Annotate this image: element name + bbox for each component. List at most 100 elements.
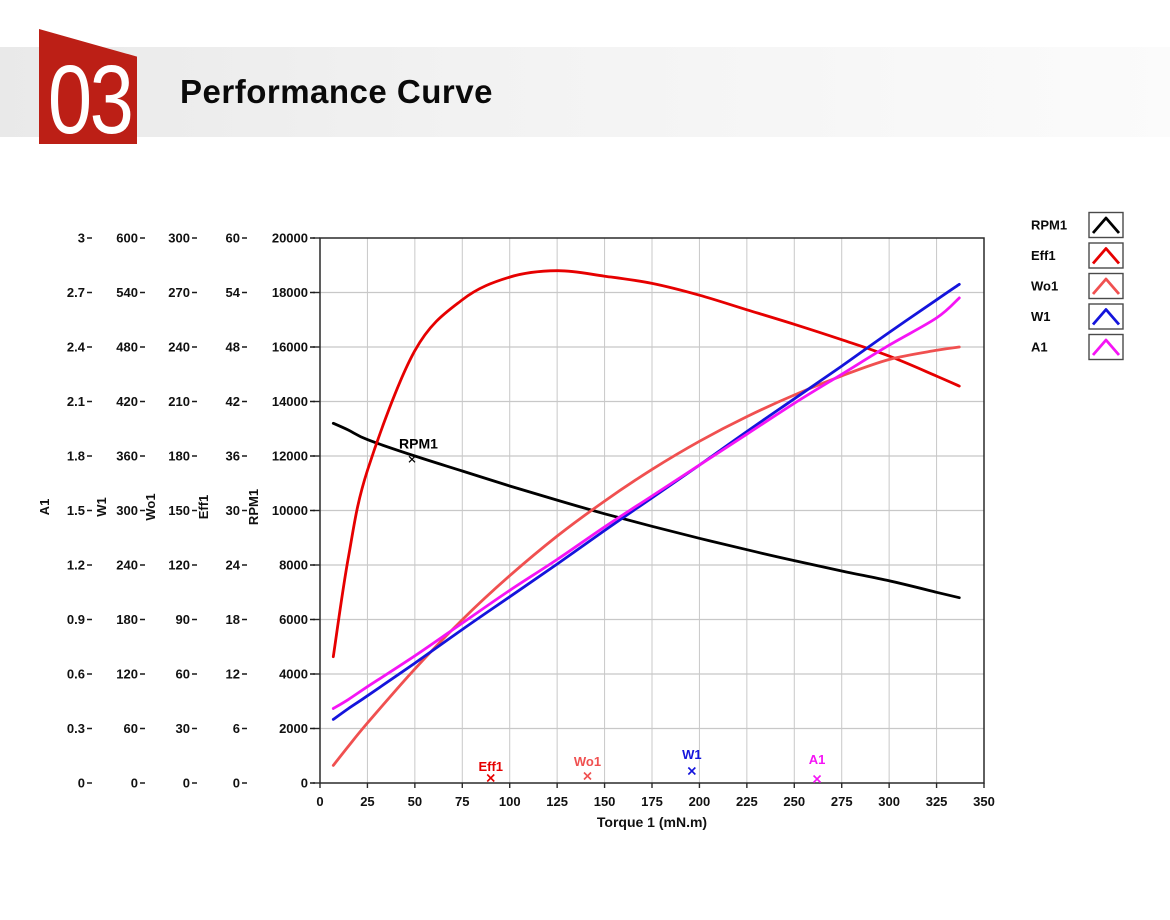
y-tick-label-Eff1: 36 (226, 449, 240, 464)
legend-row-A1[interactable]: A1 (1031, 333, 1124, 361)
y-axis-name-W1: W1 (94, 497, 109, 517)
y-tick-label-Eff1: 48 (226, 340, 240, 355)
y-axis-name-A1: A1 (37, 499, 52, 516)
header-band (0, 47, 1170, 137)
x-tick-label: 325 (926, 794, 948, 809)
cursor-Wo1[interactable]: Wo1 (574, 754, 601, 781)
y-tick-label-RPM1: 10000 (272, 503, 308, 518)
x-tick-label: 300 (878, 794, 900, 809)
y-tick-label-Eff1: 24 (226, 558, 241, 573)
y-tick-label-Eff1: 0 (233, 776, 240, 791)
cursor-marker-W1[interactable] (687, 766, 696, 776)
cursor-label-Eff1: Eff1 (478, 759, 503, 774)
y-tick-label-Eff1: 6 (233, 721, 240, 736)
y-tick-label-Wo1: 0 (183, 776, 190, 791)
y-tick-label-Wo1: 60 (176, 667, 190, 682)
y-tick-label-W1: 360 (116, 449, 138, 464)
cursor-marker-A1[interactable] (812, 774, 822, 784)
y-tick-label-Wo1: 120 (168, 558, 190, 573)
y-tick-label-RPM1: 4000 (279, 667, 308, 682)
cursor-marker-Wo1[interactable] (583, 771, 592, 781)
curve-annotation-marker-RPM1[interactable] (408, 455, 416, 463)
y-tick-label-RPM1: 16000 (272, 340, 308, 355)
y-tick-label-W1: 180 (116, 612, 138, 627)
legend-swatch-line-Wo1 (1091, 277, 1121, 295)
section-number: 03 (47, 45, 134, 154)
legend-swatch-line-RPM1 (1091, 216, 1121, 234)
cursor-marker-Eff1[interactable] (486, 773, 495, 783)
legend-swatch-line-Eff1 (1091, 247, 1121, 265)
y-axis-name-RPM1: RPM1 (246, 489, 261, 525)
cursor-Eff1[interactable]: Eff1 (478, 759, 503, 783)
y-tick-label-W1: 120 (116, 667, 138, 682)
y-tick-label-Eff1: 12 (226, 667, 240, 682)
x-tick-label: 125 (546, 794, 568, 809)
x-tick-label: 100 (499, 794, 521, 809)
legend-label-RPM1: RPM1 (1031, 218, 1067, 233)
legend-label-W1: W1 (1031, 309, 1051, 324)
y-tick-label-RPM1: 6000 (279, 612, 308, 627)
y-tick-label-Wo1: 150 (168, 503, 190, 518)
y-tick-label-Wo1: 270 (168, 285, 190, 300)
y-tick-label-Eff1: 54 (226, 285, 241, 300)
y-tick-label-RPM1: 12000 (272, 449, 308, 464)
y-tick-label-A1: 3 (78, 231, 85, 246)
x-tick-label: 275 (831, 794, 853, 809)
y-tick-label-A1: 2.1 (67, 394, 85, 409)
cursor-W1[interactable]: W1 (682, 747, 702, 776)
y-tick-label-Eff1: 30 (226, 503, 240, 518)
x-tick-label: 200 (689, 794, 711, 809)
y-tick-label-Wo1: 300 (168, 231, 190, 246)
cursor-A1[interactable]: A1 (809, 752, 826, 784)
curve-annotation-label-RPM1: RPM1 (399, 435, 438, 451)
x-axis-title: Torque 1 (mN.m) (597, 814, 707, 830)
y-tick-label-W1: 540 (116, 285, 138, 300)
x-tick-label: 25 (360, 794, 374, 809)
y-tick-label-W1: 300 (116, 503, 138, 518)
page-title: Performance Curve (180, 73, 493, 110)
y-tick-label-A1: 0.3 (67, 721, 85, 736)
legend-row-RPM1[interactable]: RPM1 (1031, 211, 1124, 239)
y-tick-label-Wo1: 30 (176, 721, 190, 736)
x-tick-label: 0 (316, 794, 323, 809)
y-axis-name-Wo1: Wo1 (143, 493, 158, 520)
y-tick-label-Eff1: 60 (226, 231, 240, 246)
cursor-label-W1: W1 (682, 747, 702, 762)
series-RPM1 (331, 421, 961, 600)
y-tick-label-RPM1: 20000 (272, 231, 308, 246)
series-Wo1 (331, 345, 961, 767)
legend-label-A1: A1 (1031, 340, 1048, 355)
y-tick-label-Wo1: 240 (168, 340, 190, 355)
y-tick-label-W1: 0 (131, 776, 138, 791)
legend-label-Wo1: Wo1 (1031, 279, 1058, 294)
legend-row-W1[interactable]: W1 (1031, 303, 1124, 330)
y-tick-label-A1: 0.9 (67, 612, 85, 627)
y-tick-label-W1: 240 (116, 558, 138, 573)
y-tick-label-W1: 600 (116, 231, 138, 246)
y-tick-label-A1: 0.6 (67, 667, 85, 682)
series-W1 (331, 282, 961, 721)
x-tick-label: 150 (594, 794, 616, 809)
x-tick-label: 75 (455, 794, 469, 809)
y-tick-label-A1: 0 (78, 776, 85, 791)
y-tick-label-RPM1: 8000 (279, 558, 308, 573)
y-tick-label-Eff1: 18 (226, 612, 240, 627)
legend-swatch-box-W1[interactable] (1088, 303, 1124, 330)
y-tick-label-A1: 2.7 (67, 285, 85, 300)
y-tick-label-W1: 480 (116, 340, 138, 355)
y-tick-label-RPM1: 2000 (279, 721, 308, 736)
legend-swatch-line-A1 (1091, 338, 1121, 356)
y-tick-label-W1: 60 (124, 721, 138, 736)
legend-row-Wo1[interactable]: Wo1 (1031, 272, 1124, 300)
y-tick-label-RPM1: 0 (301, 776, 308, 791)
legend-row-Eff1[interactable]: Eff1 (1031, 242, 1124, 269)
y-tick-label-A1: 2.4 (67, 340, 86, 355)
y-tick-label-A1: 1.8 (67, 449, 85, 464)
y-tick-label-Wo1: 90 (176, 612, 190, 627)
series-Eff1 (331, 269, 961, 659)
x-tick-label: 50 (408, 794, 422, 809)
series-A1 (331, 296, 961, 710)
cursor-label-A1: A1 (809, 752, 826, 767)
